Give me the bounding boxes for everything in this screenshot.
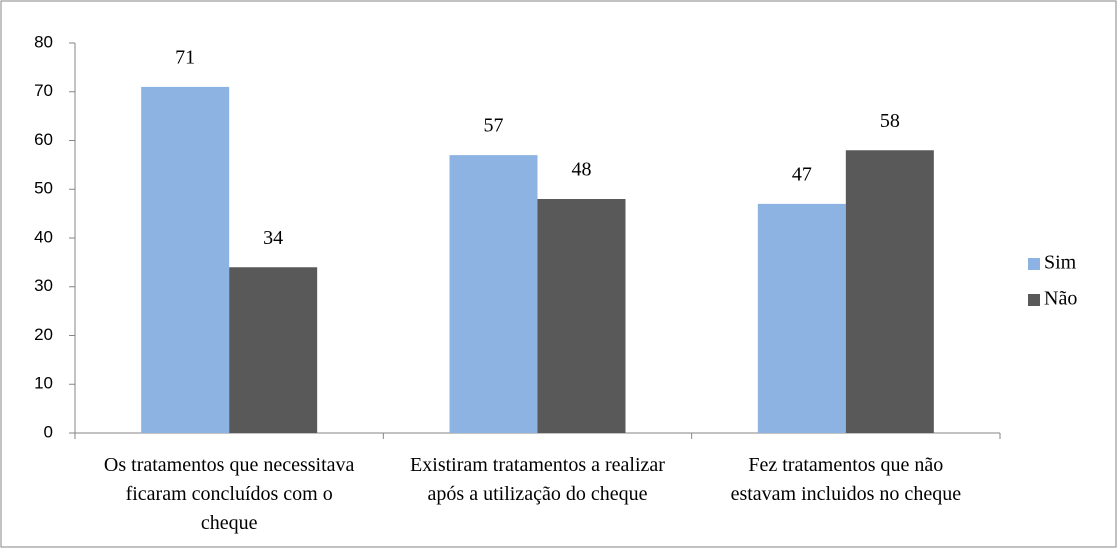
y-tick-label: 50 xyxy=(34,179,53,198)
y-tick-label: 60 xyxy=(34,130,53,149)
bar xyxy=(537,199,626,433)
data-label: 57 xyxy=(484,115,504,137)
y-tick-label: 0 xyxy=(44,422,53,441)
x-tick-label: Os tratamentos que necessitava ficaram co… xyxy=(104,454,355,534)
legend-label: Sim xyxy=(1044,252,1077,274)
y-tick-label: 30 xyxy=(34,276,53,295)
y-tick-label: 20 xyxy=(34,325,53,344)
y-tick-label: 70 xyxy=(34,81,53,100)
bar xyxy=(229,267,318,433)
x-tick-label: Existiram tratamentos a realizar após a u… xyxy=(410,454,665,505)
bar xyxy=(141,86,230,433)
legend-swatch xyxy=(1028,258,1040,270)
data-label: 58 xyxy=(880,110,900,132)
legend-label: Não xyxy=(1044,288,1077,310)
y-tick-label: 80 xyxy=(34,32,53,51)
bar xyxy=(757,203,846,433)
x-tick-label: Fez tratamentos que não estavam incluidos… xyxy=(731,454,962,505)
data-label: 34 xyxy=(263,227,283,249)
data-label: 47 xyxy=(792,163,812,185)
bar xyxy=(449,155,538,433)
bar xyxy=(845,150,934,433)
data-label: 48 xyxy=(572,159,592,181)
y-tick-label: 10 xyxy=(34,374,53,393)
data-label: 71 xyxy=(175,46,195,68)
y-tick-label: 40 xyxy=(34,227,53,246)
legend-swatch xyxy=(1028,294,1040,306)
